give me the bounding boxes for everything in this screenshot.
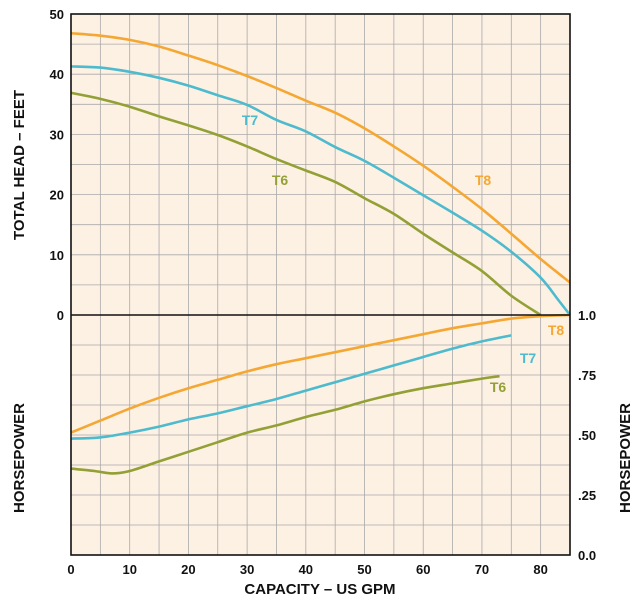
head-series-label-t7: T7 bbox=[242, 112, 259, 128]
y-tick-label-head: 50 bbox=[50, 7, 64, 22]
y-tick-label-horsepower: .25 bbox=[578, 488, 596, 503]
x-tick-label: 60 bbox=[416, 562, 430, 577]
x-tick-label: 40 bbox=[299, 562, 313, 577]
plot-frame bbox=[70, 13, 571, 556]
y-tick-label-horsepower: .50 bbox=[578, 428, 596, 443]
horsepower-series-label-t8: T8 bbox=[548, 322, 565, 338]
head-curve-t6 bbox=[70, 91, 542, 317]
y-tick-label-head: 10 bbox=[50, 248, 64, 263]
y-axis-title-head: TOTAL HEAD – FEET bbox=[11, 90, 28, 240]
head-curve-t7 bbox=[70, 65, 572, 316]
x-tick-label: 50 bbox=[357, 562, 371, 577]
y-axis-title-horsepower-left: HORSEPOWER bbox=[11, 403, 28, 513]
x-tick-label: 10 bbox=[122, 562, 136, 577]
x-tick-label: 20 bbox=[181, 562, 195, 577]
y-tick-label-horsepower: 1.0 bbox=[578, 308, 596, 323]
horsepower-curve-t8 bbox=[70, 313, 571, 434]
x-tick-label: 30 bbox=[240, 562, 254, 577]
y-axis-title-horsepower-right: HORSEPOWER bbox=[617, 403, 634, 513]
y-tick-label-head: 20 bbox=[50, 188, 64, 203]
horsepower-series-label-t7: T7 bbox=[520, 350, 537, 366]
horsepower-curve-t6 bbox=[70, 374, 500, 475]
plot-border bbox=[70, 13, 571, 556]
y-tick-label-horsepower: .75 bbox=[578, 368, 596, 383]
y-tick-label-head: 40 bbox=[50, 67, 64, 82]
x-tick-label: 0 bbox=[67, 562, 74, 577]
y-tick-label-head: 30 bbox=[50, 127, 64, 142]
horsepower-curve-t7 bbox=[70, 334, 512, 440]
x-tick-label: 80 bbox=[533, 562, 547, 577]
head-series-label-t6: T6 bbox=[272, 172, 289, 188]
series-labels: T8 T7 T6 T8 T7 T6 bbox=[242, 112, 565, 395]
performance-curves bbox=[70, 31, 572, 475]
tick-labels: 0 10 20 30 40 50 60 70 80 0 10 20 30 40 50 0.0 .25 .50 .75… bbox=[50, 7, 597, 577]
x-axis-title: CAPACITY – US GPM bbox=[244, 581, 395, 598]
head-curve-t8 bbox=[70, 31, 571, 284]
horsepower-series-label-t6: T6 bbox=[490, 379, 507, 395]
y-tick-label-head: 0 bbox=[57, 308, 64, 323]
y-tick-label-horsepower: 0.0 bbox=[578, 548, 596, 563]
head-series-label-t8: T8 bbox=[475, 172, 492, 188]
x-tick-label: 70 bbox=[475, 562, 489, 577]
